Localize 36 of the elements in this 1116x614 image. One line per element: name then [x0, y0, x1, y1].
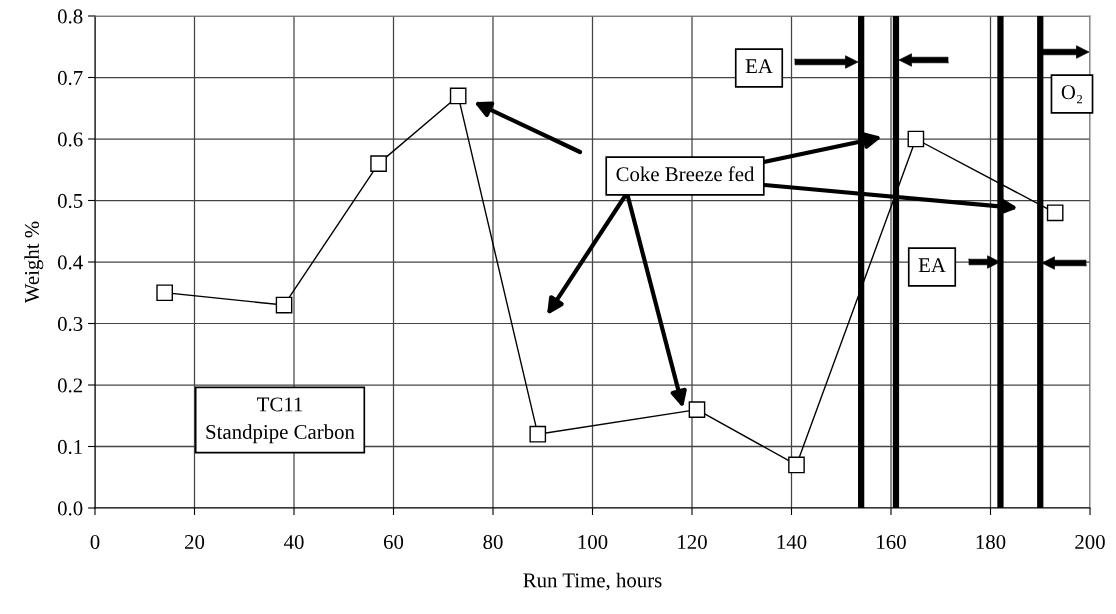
- annotation: O₂: [1061, 85, 1083, 104]
- point: [1046, 204, 1064, 222]
- y-tick-label: 0.0: [57, 501, 83, 516]
- x-tick-label: 160: [877, 534, 906, 550]
- annotation: TC11 Standpipe Carbon: [206, 397, 355, 444]
- y-tick-label: 0.3: [57, 316, 83, 332]
- point: [788, 456, 805, 474]
- x-tick-label: 100: [578, 534, 608, 550]
- x-tick-label: 20: [185, 534, 205, 550]
- x-axis-title: Run Time, hours: [523, 572, 662, 591]
- annotation: EA: [918, 258, 946, 273]
- y-tick-label: 0.1: [57, 439, 82, 455]
- point: [370, 155, 387, 172]
- point: [156, 284, 173, 302]
- y-tick-label: 0.4: [57, 255, 83, 270]
- x-tick-label: 140: [777, 534, 807, 550]
- y-tick-label: 0.6: [57, 132, 83, 147]
- x-tick-label: 200: [1075, 534, 1105, 550]
- point: [449, 87, 467, 105]
- y-tick-label: 0.2: [57, 378, 83, 393]
- x-tick-label: 40: [283, 534, 304, 550]
- x-tick-label: 60: [383, 534, 404, 550]
- y-axis-title: Weight %: [24, 221, 44, 304]
- point: [275, 296, 293, 314]
- point: [688, 401, 706, 418]
- annotation: Coke Breeze fed: [616, 166, 755, 182]
- y-tick-label: 0.8: [57, 9, 83, 24]
- x-tick-label: 120: [678, 534, 707, 550]
- x-tick-label: 180: [976, 534, 1006, 550]
- point: [907, 130, 925, 148]
- y-tick-label: 0.7: [57, 70, 83, 86]
- x-tick-label: 0: [90, 534, 100, 550]
- y-tick-label: 0.5: [57, 193, 83, 209]
- x-tick-label: 80: [483, 534, 503, 550]
- point: [529, 425, 547, 443]
- annotation: EA: [745, 59, 773, 74]
